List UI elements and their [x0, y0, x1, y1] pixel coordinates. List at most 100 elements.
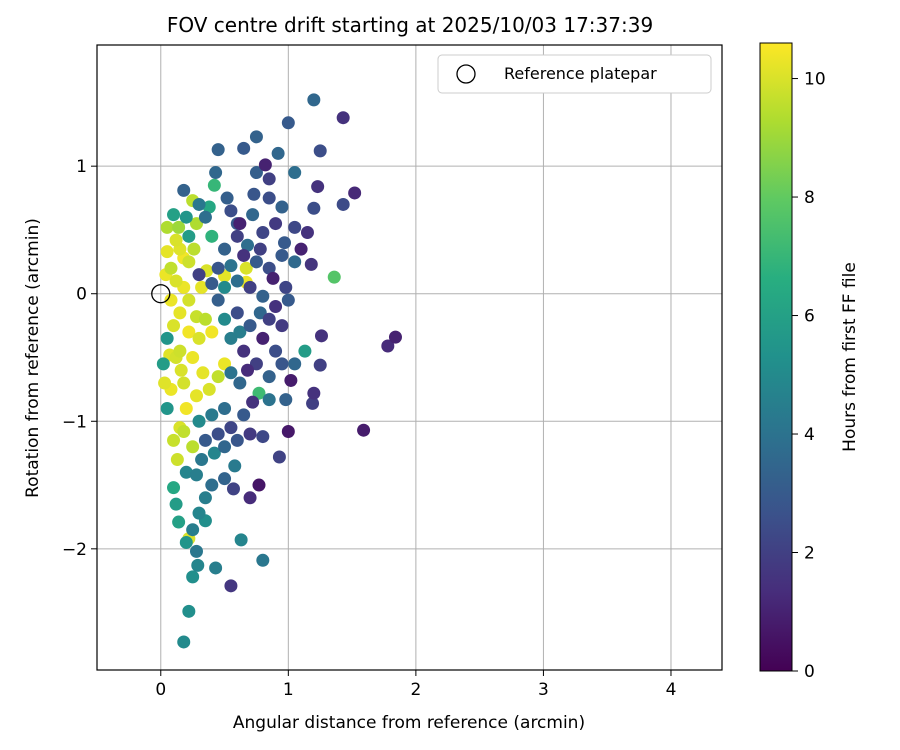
data-point [281, 293, 295, 307]
data-point [160, 331, 174, 345]
data-point [198, 210, 212, 224]
data-point [256, 331, 270, 345]
legend-label: Reference platepar [504, 64, 657, 83]
data-point [182, 229, 196, 243]
data-point [253, 242, 267, 256]
data-point [256, 553, 270, 567]
data-point [262, 172, 276, 186]
data-point [262, 393, 276, 407]
data-point [209, 166, 223, 180]
data-point [218, 402, 232, 416]
reference-marker [151, 284, 171, 304]
data-point [195, 453, 209, 467]
data-point [177, 376, 191, 390]
data-point [209, 561, 223, 575]
data-point [169, 274, 183, 288]
data-point [179, 402, 193, 416]
data-point [288, 255, 302, 269]
data-point [233, 217, 247, 231]
data-point [192, 197, 206, 211]
data-point [249, 130, 263, 144]
data-point [156, 357, 170, 371]
legend-box [437, 54, 712, 94]
y-axis-ticks: −2 −1 0 1 [62, 157, 97, 560]
data-point [167, 433, 181, 447]
data-point [186, 351, 200, 364]
data-point [247, 187, 261, 201]
x-tick-label: 3 [538, 680, 549, 700]
data-point [205, 229, 219, 243]
data-point [230, 274, 244, 288]
data-point [256, 430, 270, 444]
data-point [192, 268, 206, 282]
data-point [224, 204, 238, 218]
data-point [314, 329, 328, 343]
data-point [218, 440, 232, 454]
data-point [304, 257, 318, 271]
data-point [207, 446, 221, 460]
colorbar-tick-label: 4 [804, 425, 815, 445]
data-point [173, 306, 187, 320]
data-point [281, 116, 295, 130]
data-point [307, 201, 321, 215]
data-point [172, 515, 186, 529]
data-point [205, 478, 219, 492]
data-point [241, 363, 255, 377]
y-tick-label: −1 [62, 412, 87, 432]
data-point [288, 166, 302, 180]
y-axis-label: Rotation from reference (arcmin) [23, 218, 43, 498]
data-point [278, 236, 291, 250]
data-point [179, 465, 193, 479]
data-point [275, 248, 289, 262]
legend-marker-icon [456, 64, 476, 84]
data-point [182, 293, 196, 307]
data-point [218, 472, 232, 486]
data-point [381, 339, 395, 353]
data-point [241, 238, 255, 252]
data-point [256, 226, 270, 239]
data-point [182, 604, 196, 618]
data-point [167, 208, 181, 222]
data-point [275, 200, 289, 214]
data-point [357, 423, 371, 437]
data-point [262, 261, 276, 275]
data-point [207, 178, 221, 192]
data-point [192, 506, 206, 520]
data-point [275, 357, 289, 371]
data-point [186, 523, 200, 537]
data-point [205, 325, 219, 339]
data-point [388, 330, 402, 344]
data-point [313, 144, 327, 158]
data-point [196, 366, 210, 380]
data-point [191, 558, 205, 572]
data-point [327, 270, 341, 284]
x-tick-label: 0 [155, 680, 166, 700]
data-point [220, 191, 234, 205]
data-point [158, 376, 172, 390]
data-point [284, 373, 298, 387]
data-point [218, 280, 232, 294]
data-point [198, 312, 212, 326]
data-point [202, 382, 216, 396]
data-point [198, 491, 212, 505]
legend: Reference platepar [437, 54, 712, 94]
data-point [243, 319, 257, 333]
reference-platepar-marker [151, 284, 171, 304]
data-point [173, 344, 187, 358]
data-point [189, 544, 203, 558]
data-point [311, 180, 325, 194]
data-point [234, 533, 248, 547]
data-point [182, 255, 196, 269]
x-axis-ticks: 0 1 2 3 4 [155, 670, 676, 700]
data-point [164, 261, 178, 275]
data-point [262, 191, 276, 205]
data-point [298, 344, 312, 358]
data-point [294, 242, 308, 256]
data-point [336, 111, 350, 125]
data-point [169, 233, 183, 247]
data-point [313, 358, 327, 372]
data-point [224, 579, 238, 593]
data-point [256, 289, 270, 303]
data-point [198, 433, 212, 447]
